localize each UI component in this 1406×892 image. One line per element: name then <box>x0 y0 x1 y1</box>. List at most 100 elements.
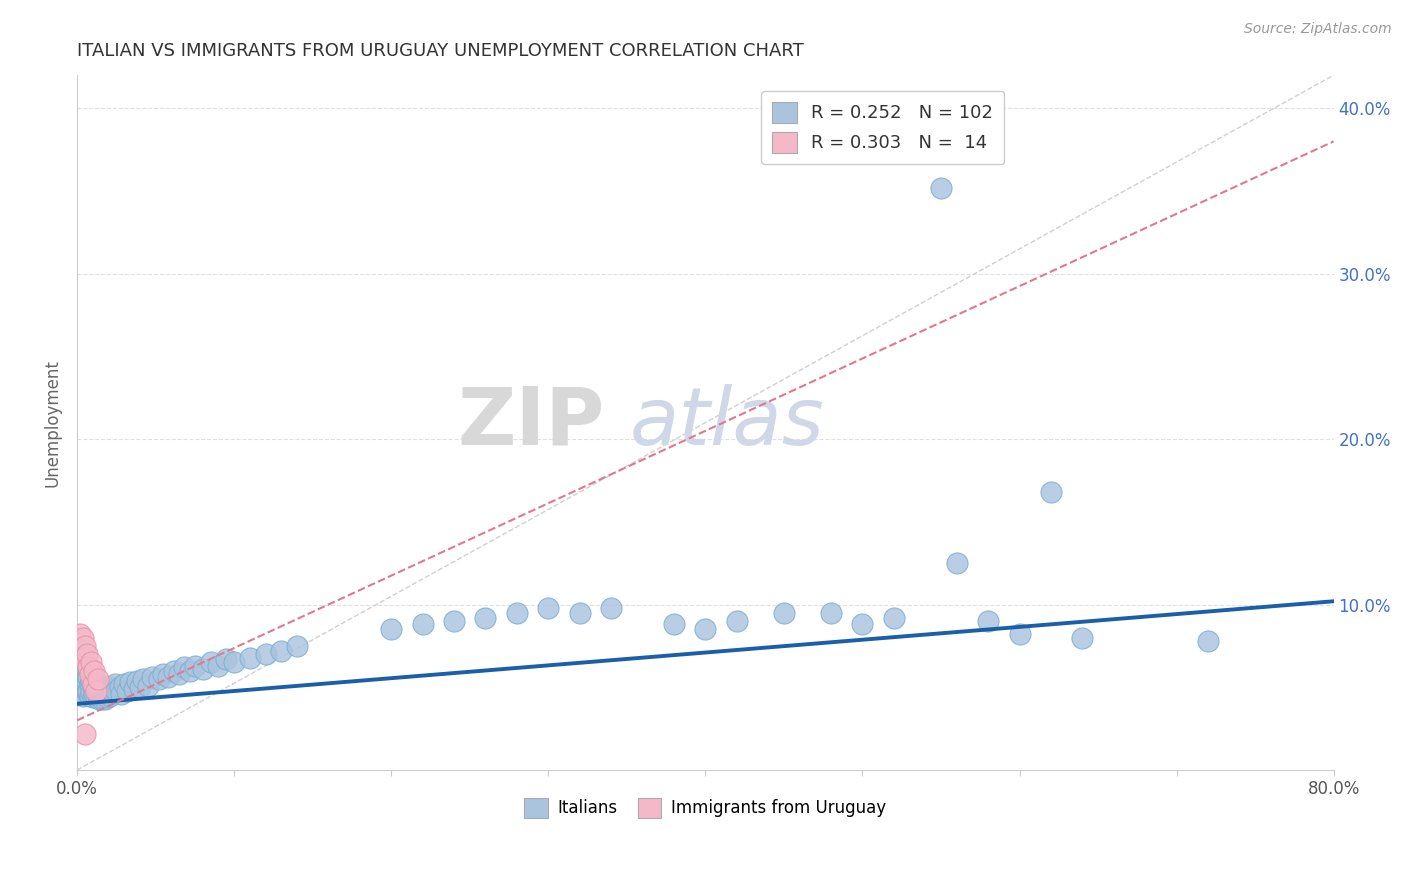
Point <box>69 683 91 698</box>
Point <box>568 606 591 620</box>
Point <box>184 658 207 673</box>
Point <box>86 672 108 686</box>
Point <box>103 685 125 699</box>
Point <box>77 658 100 673</box>
Point <box>80 685 103 699</box>
Point <box>120 675 142 690</box>
Point <box>117 683 139 698</box>
Point <box>72 660 94 674</box>
Point <box>285 639 308 653</box>
Point <box>91 680 114 694</box>
Point <box>773 606 796 620</box>
Point <box>141 670 163 684</box>
Point <box>70 664 93 678</box>
Point <box>76 647 98 661</box>
Point <box>76 685 98 699</box>
Point <box>167 667 190 681</box>
Point <box>1039 485 1062 500</box>
Point <box>72 650 94 665</box>
Point <box>87 691 110 706</box>
Text: Source: ZipAtlas.com: Source: ZipAtlas.com <box>1244 22 1392 37</box>
Point <box>84 679 107 693</box>
Point <box>125 673 148 688</box>
Point <box>77 660 100 674</box>
Point <box>100 680 122 694</box>
Point <box>84 690 107 705</box>
Point <box>945 556 967 570</box>
Point <box>929 180 952 194</box>
Point <box>851 617 873 632</box>
Point <box>70 677 93 691</box>
Point <box>83 664 105 678</box>
Point <box>443 614 465 628</box>
Point <box>82 677 104 691</box>
Point <box>105 683 128 698</box>
Point <box>73 726 96 740</box>
Point <box>94 680 117 694</box>
Point <box>79 689 101 703</box>
Point <box>69 627 91 641</box>
Point <box>1008 627 1031 641</box>
Point <box>82 690 104 705</box>
Point <box>820 606 842 620</box>
Point <box>108 680 131 694</box>
Point <box>270 644 292 658</box>
Point <box>72 631 94 645</box>
Point <box>412 617 434 632</box>
Point <box>152 667 174 681</box>
Point <box>93 679 115 693</box>
Point <box>112 677 135 691</box>
Point <box>148 672 170 686</box>
Point <box>90 679 112 693</box>
Point <box>72 689 94 703</box>
Point <box>70 650 93 665</box>
Point <box>380 623 402 637</box>
Point <box>215 652 238 666</box>
Point <box>86 677 108 691</box>
Point <box>82 679 104 693</box>
Point <box>474 611 496 625</box>
Point <box>94 691 117 706</box>
Point <box>122 681 145 696</box>
Point <box>239 650 262 665</box>
Point <box>86 689 108 703</box>
Point <box>224 656 246 670</box>
Point <box>96 690 118 705</box>
Point <box>179 664 201 678</box>
Point <box>600 600 623 615</box>
Point <box>76 675 98 690</box>
Point <box>129 680 152 694</box>
Point <box>173 660 195 674</box>
Point <box>254 647 277 661</box>
Point <box>1197 634 1219 648</box>
Point <box>79 665 101 680</box>
Point <box>977 614 1000 628</box>
Point <box>695 623 717 637</box>
Point <box>132 672 155 686</box>
Point <box>662 617 685 632</box>
Point <box>1071 631 1094 645</box>
Point <box>83 675 105 690</box>
Point <box>200 656 222 670</box>
Point <box>157 670 180 684</box>
Point <box>537 600 560 615</box>
Point <box>82 667 104 681</box>
Point <box>73 639 96 653</box>
Point <box>84 683 107 698</box>
Point <box>136 679 159 693</box>
Point <box>79 667 101 681</box>
Point <box>98 689 121 703</box>
Point <box>80 656 103 670</box>
Point <box>207 658 229 673</box>
Point <box>67 672 90 686</box>
Point <box>506 606 529 620</box>
Point <box>70 644 93 658</box>
Point <box>163 664 186 678</box>
Point <box>76 664 98 678</box>
Point <box>93 690 115 705</box>
Point <box>725 614 748 628</box>
Point <box>73 667 96 681</box>
Point <box>77 670 100 684</box>
Point <box>883 611 905 625</box>
Point <box>91 691 114 706</box>
